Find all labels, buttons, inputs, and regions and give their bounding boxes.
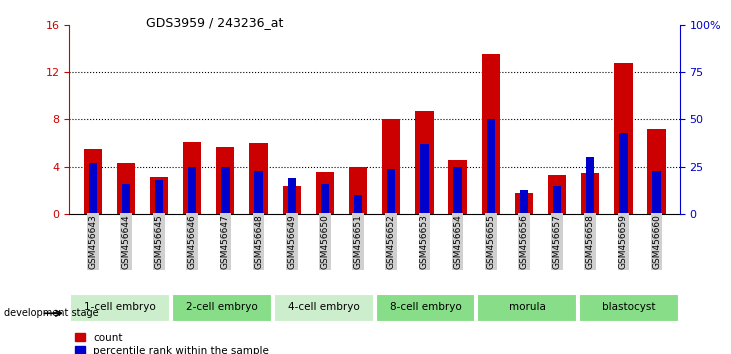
Text: GSM456659: GSM456659 [619, 214, 628, 269]
Bar [482, 55, 500, 214]
Bar [515, 193, 533, 214]
Bar [274, 294, 374, 322]
Bar [653, 171, 661, 214]
Text: GSM456653: GSM456653 [420, 214, 429, 269]
Bar [155, 180, 163, 214]
Bar [88, 163, 96, 214]
Text: GSM456655: GSM456655 [486, 214, 495, 269]
Text: GSM456643: GSM456643 [88, 214, 97, 269]
Text: 8-cell embryo: 8-cell embryo [390, 302, 461, 312]
Text: GSM456644: GSM456644 [121, 214, 130, 269]
Text: blastocyst: blastocyst [602, 302, 656, 312]
Bar [150, 177, 168, 214]
Text: GSM456645: GSM456645 [154, 214, 164, 269]
Bar [216, 147, 235, 214]
Bar [448, 160, 466, 214]
Bar [420, 144, 428, 214]
Text: GSM456656: GSM456656 [520, 214, 529, 269]
Bar [415, 111, 433, 214]
Text: development stage: development stage [4, 308, 98, 318]
Text: GSM456660: GSM456660 [652, 214, 661, 269]
Bar [221, 167, 230, 214]
Text: GSM456651: GSM456651 [354, 214, 363, 269]
Bar [453, 167, 462, 214]
Text: GSM456652: GSM456652 [387, 214, 395, 269]
Bar [283, 186, 301, 214]
Bar [487, 119, 495, 214]
Text: 2-cell embryo: 2-cell embryo [186, 302, 258, 312]
Text: GSM456648: GSM456648 [254, 214, 263, 269]
Text: GSM456649: GSM456649 [287, 214, 296, 269]
Bar [520, 189, 528, 214]
Bar [376, 294, 475, 322]
Text: GSM456658: GSM456658 [586, 214, 595, 269]
Text: 1-cell embryo: 1-cell embryo [85, 302, 156, 312]
Bar [387, 169, 395, 214]
Bar [121, 184, 130, 214]
Text: morula: morula [509, 302, 545, 312]
Bar [553, 186, 561, 214]
Bar [83, 149, 102, 214]
Bar [287, 178, 296, 214]
Bar [579, 294, 679, 322]
Bar [254, 171, 262, 214]
Bar [70, 294, 170, 322]
Bar [183, 142, 201, 214]
Bar [188, 167, 197, 214]
Text: GSM456657: GSM456657 [553, 214, 561, 269]
Bar [648, 129, 666, 214]
Bar [117, 163, 135, 214]
Text: 4-cell embryo: 4-cell embryo [288, 302, 360, 312]
Text: GSM456647: GSM456647 [221, 214, 230, 269]
Bar [477, 294, 577, 322]
Bar [354, 195, 362, 214]
Bar [321, 184, 329, 214]
Text: GSM456654: GSM456654 [453, 214, 462, 269]
Bar [173, 294, 272, 322]
Legend: count, percentile rank within the sample: count, percentile rank within the sample [75, 333, 269, 354]
Text: GSM456646: GSM456646 [188, 214, 197, 269]
Bar [619, 133, 628, 214]
Bar [249, 143, 268, 214]
Bar [349, 167, 367, 214]
Bar [581, 173, 599, 214]
Bar [586, 157, 594, 214]
Bar [316, 172, 334, 214]
Bar [382, 119, 401, 214]
Bar [614, 63, 632, 214]
Text: GSM456650: GSM456650 [320, 214, 330, 269]
Text: GDS3959 / 243236_at: GDS3959 / 243236_at [146, 16, 284, 29]
Bar [548, 175, 567, 214]
